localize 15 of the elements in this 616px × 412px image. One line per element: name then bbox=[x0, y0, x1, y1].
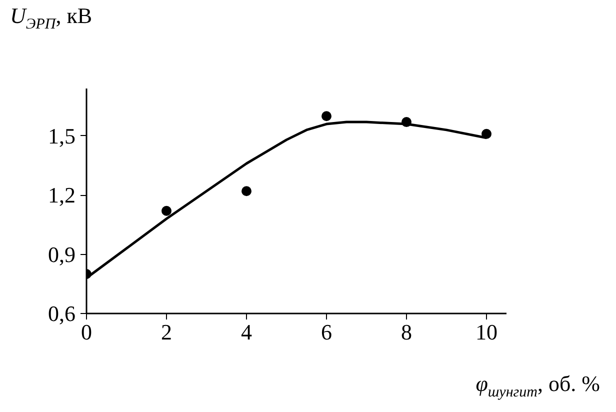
y-tick-label: 0,9 bbox=[48, 242, 76, 267]
x-tick-label: 10 bbox=[476, 320, 498, 344]
y-tick-label: 0,6 bbox=[48, 301, 76, 326]
y-tick-label: 1,5 bbox=[48, 123, 76, 148]
x-tick-label: 8 bbox=[401, 320, 412, 344]
point bbox=[242, 186, 252, 196]
x-tick-label: 0 bbox=[81, 320, 92, 344]
point bbox=[322, 111, 332, 122]
y-axis-title: U$_{ЭРП}$, кВ bbox=[10, 2, 92, 34]
point bbox=[162, 206, 172, 216]
x-axis-title: φ$_{шунгит}$, об. % bbox=[476, 370, 600, 402]
x-tick-label: 4 bbox=[241, 320, 252, 344]
x-tick-label: 6 bbox=[321, 320, 332, 344]
y-tick-label: 1,2 bbox=[48, 182, 76, 208]
x-tick-label: 2 bbox=[161, 320, 172, 344]
